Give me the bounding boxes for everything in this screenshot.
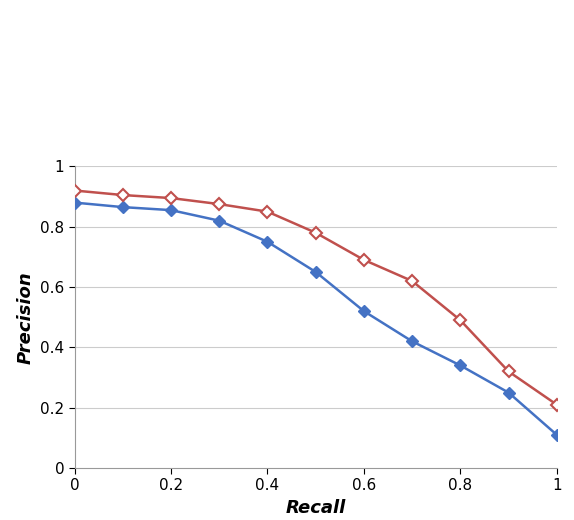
- With Shpae Coding: [360, 257, 367, 263]
- Y-axis label: Precision: Precision: [17, 271, 34, 363]
- Witout Shape Coding: [119, 204, 126, 210]
- With Shpae Coding: [505, 368, 512, 374]
- Witout Shape Coding: [360, 308, 367, 314]
- With Shpae Coding: [119, 192, 126, 198]
- With Shpae Coding: [409, 278, 416, 284]
- Line: With Shpae Coding: With Shpae Coding: [71, 186, 561, 409]
- With Shpae Coding: [553, 401, 560, 408]
- With Shpae Coding: [312, 230, 319, 236]
- Witout Shape Coding: [264, 239, 271, 245]
- With Shpae Coding: [168, 195, 174, 201]
- Witout Shape Coding: [312, 269, 319, 275]
- X-axis label: Recall: Recall: [286, 499, 346, 517]
- Witout Shape Coding: [505, 389, 512, 396]
- Witout Shape Coding: [216, 217, 223, 224]
- Witout Shape Coding: [409, 338, 416, 344]
- Witout Shape Coding: [168, 207, 174, 213]
- Witout Shape Coding: [553, 432, 560, 438]
- With Shpae Coding: [457, 317, 464, 323]
- Line: Witout Shape Coding: Witout Shape Coding: [71, 199, 561, 439]
- With Shpae Coding: [71, 187, 78, 193]
- With Shpae Coding: [264, 209, 271, 215]
- With Shpae Coding: [216, 201, 223, 207]
- Witout Shape Coding: [71, 200, 78, 206]
- Witout Shape Coding: [457, 362, 464, 369]
